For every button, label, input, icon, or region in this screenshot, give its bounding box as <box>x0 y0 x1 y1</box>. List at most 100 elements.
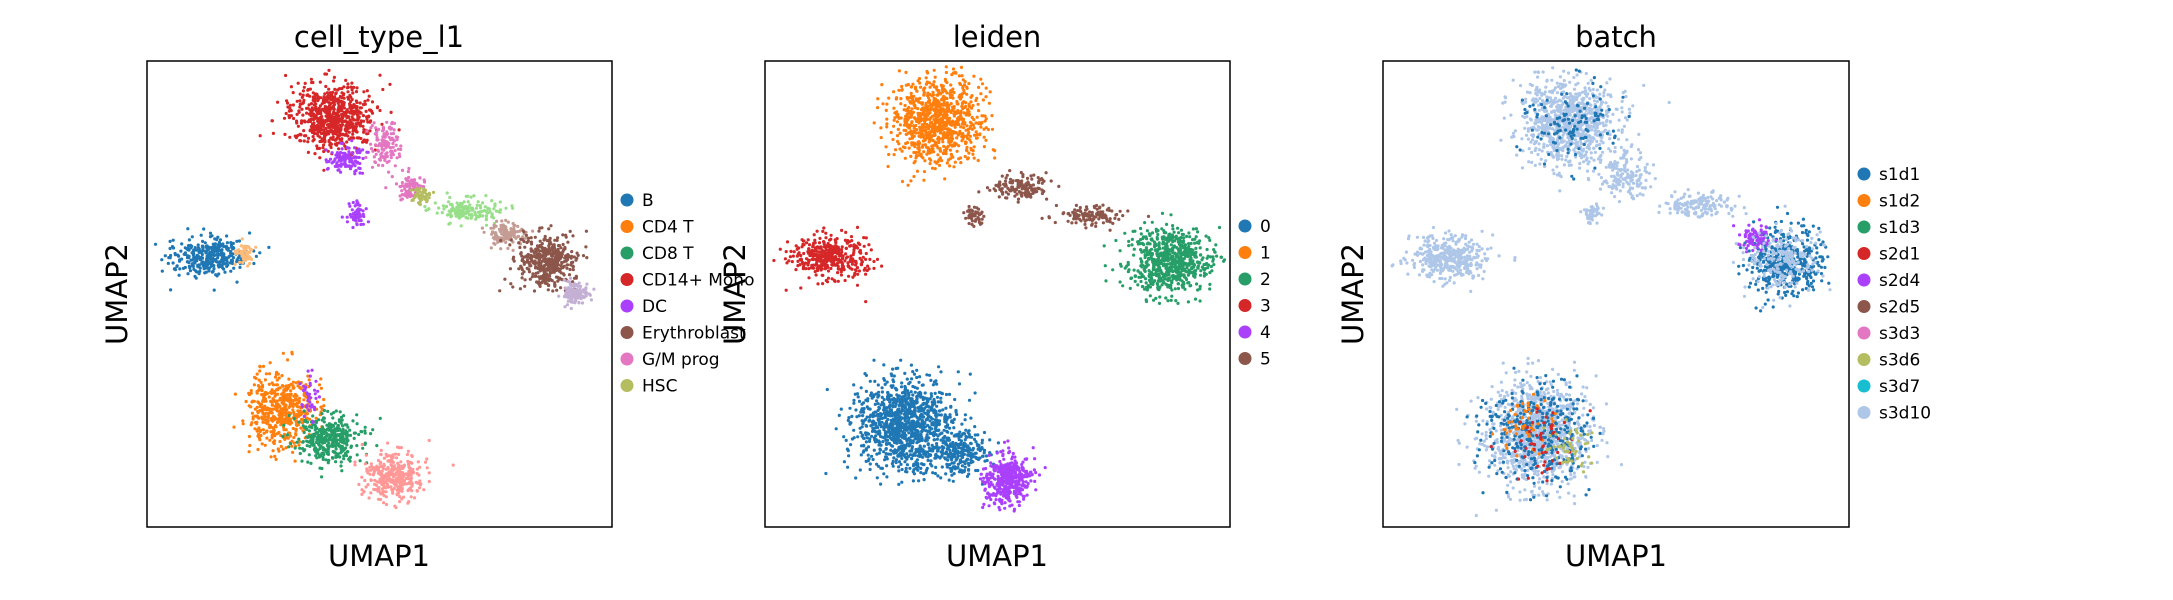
data-point <box>547 227 551 231</box>
data-point <box>344 129 348 133</box>
data-point <box>540 280 544 285</box>
data-point <box>932 96 936 100</box>
data-point <box>364 140 369 144</box>
data-point <box>340 86 344 91</box>
data-point <box>339 141 343 145</box>
data-point <box>509 230 513 234</box>
data-point <box>941 151 945 155</box>
data-point <box>357 219 361 223</box>
data-point <box>946 129 950 133</box>
data-point <box>369 491 373 495</box>
data-point <box>390 175 394 179</box>
data-point <box>368 129 372 133</box>
data-point <box>539 244 543 248</box>
data-point <box>334 447 338 451</box>
data-point <box>205 244 209 248</box>
data-point <box>388 145 392 150</box>
data-point <box>953 121 957 125</box>
data-point <box>376 163 381 167</box>
data-point <box>346 85 350 89</box>
data-point <box>965 149 969 153</box>
data-point <box>552 243 556 247</box>
data-point <box>971 152 975 156</box>
data-point <box>316 389 320 393</box>
data-point <box>372 487 376 491</box>
data-point <box>390 122 394 126</box>
data-point <box>1006 186 1010 190</box>
data-point <box>589 298 594 302</box>
data-point <box>347 125 351 129</box>
data-point <box>276 388 280 392</box>
data-point <box>313 423 317 427</box>
data-point <box>293 459 297 463</box>
data-point <box>320 115 324 119</box>
data-point <box>932 101 936 105</box>
data-point <box>441 204 445 208</box>
data-point <box>953 160 957 164</box>
data-point <box>317 120 321 124</box>
data-point <box>379 448 383 452</box>
data-point <box>268 407 272 411</box>
data-point <box>571 287 575 292</box>
data-point <box>196 254 200 258</box>
data-point <box>919 130 923 134</box>
data-point <box>211 257 215 262</box>
data-point <box>276 100 280 104</box>
data-point <box>347 150 351 154</box>
data-point <box>520 268 524 272</box>
data-point <box>233 249 237 253</box>
data-point <box>384 146 388 150</box>
data-point <box>233 262 237 266</box>
data-point <box>353 431 357 435</box>
data-point <box>894 148 898 152</box>
data-point <box>208 231 213 235</box>
data-point <box>458 215 462 219</box>
data-point <box>880 83 884 87</box>
data-point <box>469 195 473 199</box>
data-point <box>557 243 562 248</box>
data-point <box>1029 174 1033 178</box>
data-point <box>1126 209 1130 213</box>
data-point <box>362 128 366 132</box>
data-point <box>378 416 382 420</box>
data-point <box>547 257 552 261</box>
data-point <box>1074 203 1078 207</box>
data-point <box>978 132 982 136</box>
data-point <box>937 118 941 122</box>
data-point <box>328 119 332 123</box>
data-point <box>247 434 251 439</box>
data-point <box>1095 203 1099 208</box>
data-point <box>308 94 312 98</box>
data-point <box>555 288 559 292</box>
data-point <box>297 443 301 447</box>
data-point <box>584 286 588 290</box>
data-point <box>329 98 333 102</box>
legend-marker <box>620 326 634 339</box>
data-point <box>391 145 395 149</box>
data-point <box>966 156 970 160</box>
data-point <box>884 108 888 112</box>
data-point <box>261 411 265 416</box>
data-point <box>320 139 324 143</box>
data-point <box>913 144 917 149</box>
data-point <box>952 165 956 169</box>
data-point <box>943 177 947 181</box>
data-point <box>499 238 503 242</box>
data-point <box>370 100 375 104</box>
data-point <box>471 206 475 211</box>
data-point <box>411 470 416 474</box>
data-point <box>418 176 422 180</box>
data-point <box>218 238 223 242</box>
data-point <box>348 106 352 110</box>
data-point <box>988 90 992 94</box>
data-point <box>951 67 956 71</box>
data-point <box>475 215 479 219</box>
data-point <box>350 97 354 102</box>
data-point <box>876 106 880 110</box>
data-point <box>909 91 913 95</box>
data-point <box>1021 175 1025 179</box>
data-point <box>291 91 295 95</box>
data-point <box>312 114 316 118</box>
